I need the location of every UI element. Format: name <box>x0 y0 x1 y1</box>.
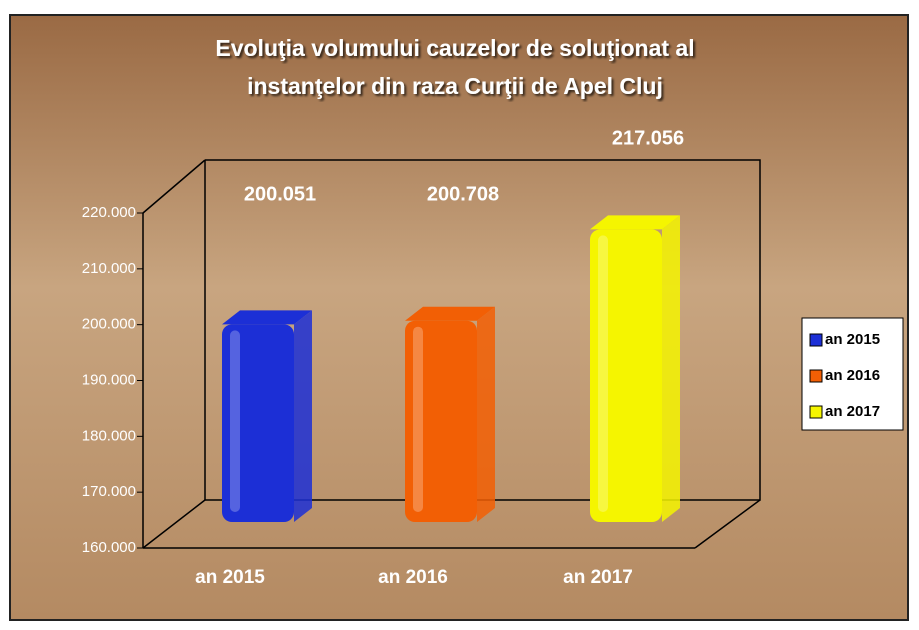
legend-label: an 2017 <box>825 403 880 420</box>
y-tick-label: 170.000 <box>82 483 136 500</box>
bar-highlight <box>413 326 423 512</box>
legend-swatch <box>809 405 823 419</box>
bar-top <box>590 215 680 230</box>
bar-side <box>294 310 312 522</box>
bar-top <box>222 310 312 325</box>
bar-highlight <box>230 330 240 512</box>
x-tick-label: an 2017 <box>563 567 633 588</box>
bar <box>405 320 477 522</box>
legend-swatch <box>809 333 823 347</box>
bar <box>222 324 294 522</box>
bar-side <box>662 215 680 523</box>
y-tick-label: 200.000 <box>82 316 136 333</box>
y-tick-label: 210.000 <box>82 260 136 277</box>
legend-label: an 2015 <box>825 331 880 348</box>
x-tick-label: an 2016 <box>378 567 448 588</box>
value-label: 200.051 <box>244 183 316 205</box>
chart-title: instanţelor din raza Curţii de Apel Cluj <box>247 73 663 99</box>
y-tick-label: 160.000 <box>82 539 136 556</box>
bar-side <box>477 306 495 522</box>
bar-highlight <box>598 235 608 513</box>
legend-label: an 2016 <box>825 367 880 384</box>
bar <box>590 229 662 523</box>
chart-title: Evoluţia volumului cauzelor de soluţiona… <box>215 35 694 61</box>
bar-top <box>405 306 495 321</box>
value-label: 200.708 <box>427 183 499 205</box>
x-tick-label: an 2015 <box>195 567 265 588</box>
y-tick-label: 180.000 <box>82 427 136 444</box>
y-tick-label: 190.000 <box>82 371 136 388</box>
legend-swatch <box>809 369 823 383</box>
value-label: 217.056 <box>612 128 684 150</box>
y-tick-label: 220.000 <box>82 204 136 221</box>
